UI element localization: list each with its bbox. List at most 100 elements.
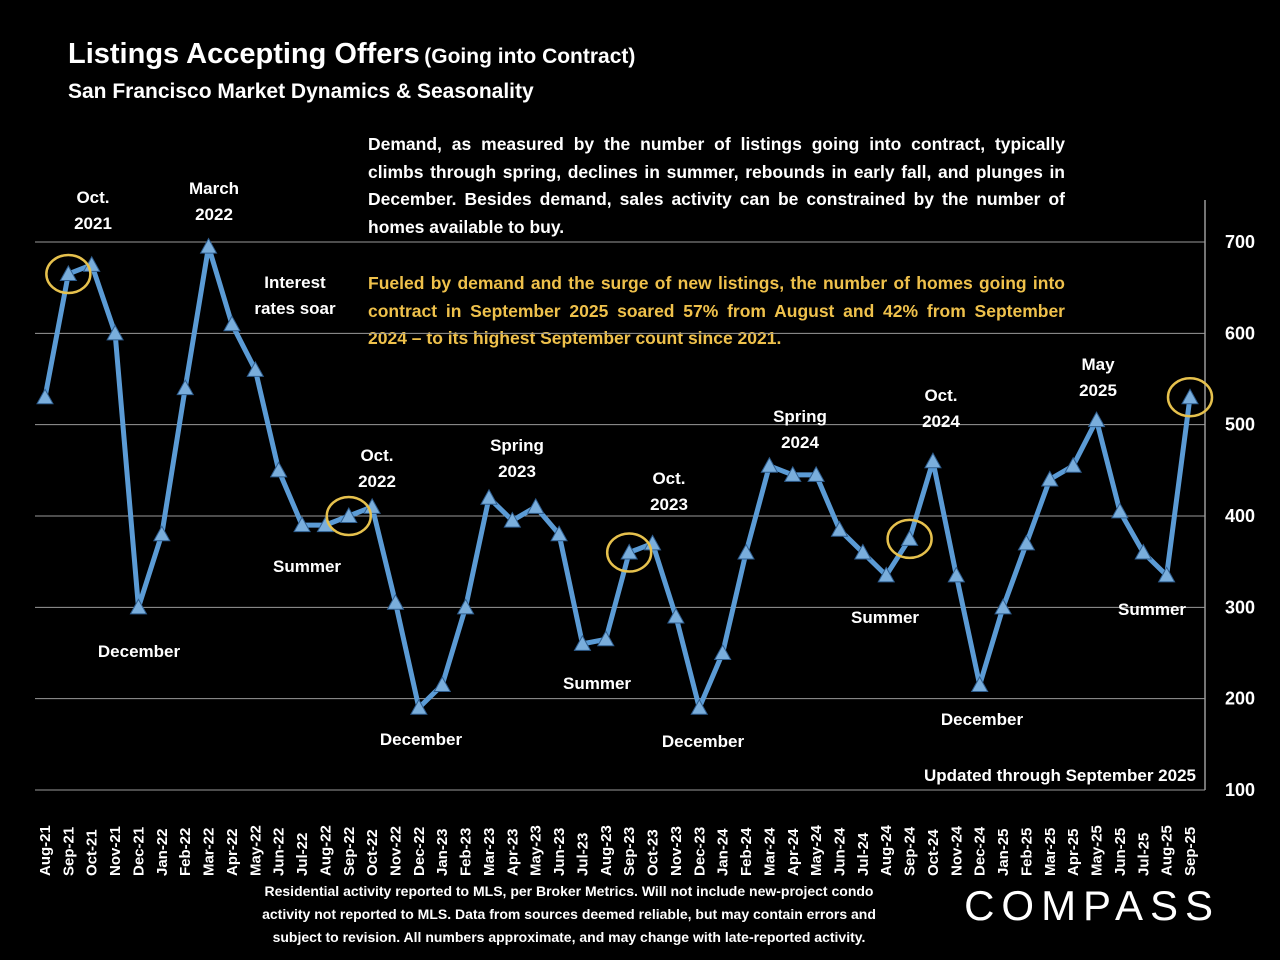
x-axis-label: Sep-23 — [621, 827, 638, 876]
chart-annotation: December — [661, 732, 745, 751]
chart-annotation: Summer — [562, 674, 632, 693]
data-point-marker — [1181, 388, 1199, 405]
x-axis-label: Mar-23 — [481, 828, 498, 876]
data-point-marker — [36, 388, 54, 405]
data-point-marker — [526, 497, 545, 514]
x-axis-label: Jun-25 — [1112, 828, 1129, 876]
x-axis-label: Jul-24 — [855, 832, 872, 876]
x-axis-label: Dec-24 — [972, 826, 989, 876]
chart-annotation: December — [940, 710, 1024, 729]
x-axis-label: Feb-22 — [177, 828, 194, 876]
highlight-circle — [605, 532, 653, 573]
x-axis-label: Jan-22 — [154, 828, 171, 876]
y-axis-label: 300 — [1225, 597, 1255, 617]
page-subtitle: San Francisco Market Dynamics & Seasonal… — [68, 80, 534, 103]
data-point-marker — [737, 543, 755, 560]
data-point-marker — [947, 566, 966, 583]
y-axis-label: 100 — [1225, 780, 1255, 800]
chart-annotation: Oct. 2023 — [650, 469, 688, 514]
title-block: Listings Accepting Offers (Going into Co… — [68, 38, 635, 104]
data-point-marker — [994, 598, 1012, 615]
x-axis-label: May-24 — [808, 824, 825, 876]
chart-annotation: Interest rates soar — [254, 273, 336, 318]
x-axis-label: Sep-21 — [60, 827, 77, 876]
x-axis-label: Nov-24 — [948, 825, 965, 876]
x-axis-label: May-22 — [247, 825, 264, 876]
page-title-main: Listings Accepting Offers — [68, 38, 420, 70]
x-axis-label: Nov-23 — [668, 826, 685, 876]
data-point-marker — [1017, 534, 1036, 551]
x-axis-label: Dec-21 — [130, 827, 147, 876]
y-axis-label: 400 — [1225, 506, 1255, 526]
data-point-marker — [830, 520, 849, 537]
x-axis-label: May-23 — [528, 825, 545, 876]
x-axis-label: Dec-23 — [691, 827, 708, 876]
x-axis-label: Apr-24 — [785, 828, 802, 876]
x-axis-label: May-25 — [1089, 825, 1106, 876]
y-axis-label: 200 — [1225, 689, 1255, 709]
x-axis-label: Aug-21 — [37, 825, 54, 876]
data-point-marker — [1064, 456, 1083, 473]
data-point-marker — [550, 525, 568, 542]
x-axis-label: Feb-24 — [738, 827, 755, 876]
data-point-marker — [246, 360, 265, 377]
data-point-marker — [129, 598, 148, 615]
series-line — [42, 244, 1193, 711]
x-axis-label: Nov-22 — [388, 826, 405, 876]
chart-annotation: December — [379, 730, 463, 749]
chart-annotation: Spring 2024 — [773, 407, 827, 452]
x-axis-label: Oct-21 — [84, 829, 101, 876]
x-axis-label: Mar-24 — [761, 827, 778, 876]
x-axis-label: Mar-25 — [1042, 828, 1059, 876]
data-point-marker — [223, 315, 241, 332]
data-point-marker — [1157, 566, 1176, 583]
data-point-marker — [293, 516, 311, 533]
x-axis-label: Apr-23 — [504, 828, 521, 876]
data-point-marker — [1111, 502, 1129, 519]
y-axis-label: 500 — [1225, 415, 1255, 435]
data-point-marker — [1087, 411, 1106, 428]
x-axis-label: Sep-24 — [902, 826, 919, 876]
chart-annotation: Oct. 2024 — [922, 386, 960, 431]
data-point-marker — [1134, 543, 1153, 560]
x-axis-label: Jul-23 — [574, 833, 591, 876]
x-axis-label: Mar-22 — [201, 828, 218, 876]
x-axis-label: Nov-21 — [107, 826, 124, 876]
chart-annotation: Oct. 2022 — [358, 446, 396, 491]
data-point-marker — [760, 456, 779, 473]
x-axis-label: Jun-23 — [551, 828, 568, 876]
data-point-marker — [269, 461, 288, 478]
data-point-marker — [386, 593, 405, 610]
x-axis-label: Jun-22 — [271, 828, 288, 876]
highlight-circle — [886, 518, 933, 560]
x-axis-label: Oct-23 — [645, 829, 662, 876]
data-point-marker — [456, 598, 475, 615]
chart-annotation: May 2025 — [1079, 355, 1117, 400]
x-axis-label: Jul-25 — [1135, 833, 1152, 876]
data-point-marker — [433, 675, 452, 692]
highlight-circle — [45, 253, 92, 295]
x-axis-label: Aug-24 — [878, 825, 895, 876]
x-axis-label: Jan-25 — [995, 828, 1012, 876]
x-axis-label: Jan-23 — [434, 828, 451, 876]
x-axis-label: Jun-24 — [831, 827, 848, 876]
compass-logo: COMPASS — [964, 882, 1220, 929]
data-point-marker — [199, 237, 218, 254]
updated-through-note: Updated through September 2025 — [923, 766, 1196, 785]
data-point-marker — [1040, 470, 1059, 487]
x-axis-label: Jul-22 — [294, 833, 311, 876]
data-point-marker — [783, 465, 802, 482]
chart-annotation: March 2022 — [188, 179, 240, 224]
highlight-commentary-text: Fueled by demand and the surge of new li… — [368, 273, 1065, 348]
data-point-marker — [900, 529, 919, 546]
highlight-circle — [325, 495, 373, 537]
x-axis-label: Oct-22 — [364, 829, 381, 876]
data-point-marker — [573, 634, 592, 651]
x-axis-label: Feb-25 — [1018, 828, 1035, 876]
chart-annotation: Oct. 2021 — [74, 188, 112, 233]
data-point-marker — [503, 511, 522, 528]
x-axis-label: Feb-23 — [458, 828, 475, 876]
x-axis-label: Apr-25 — [1065, 828, 1082, 876]
x-axis-label: Aug-25 — [1159, 825, 1176, 876]
